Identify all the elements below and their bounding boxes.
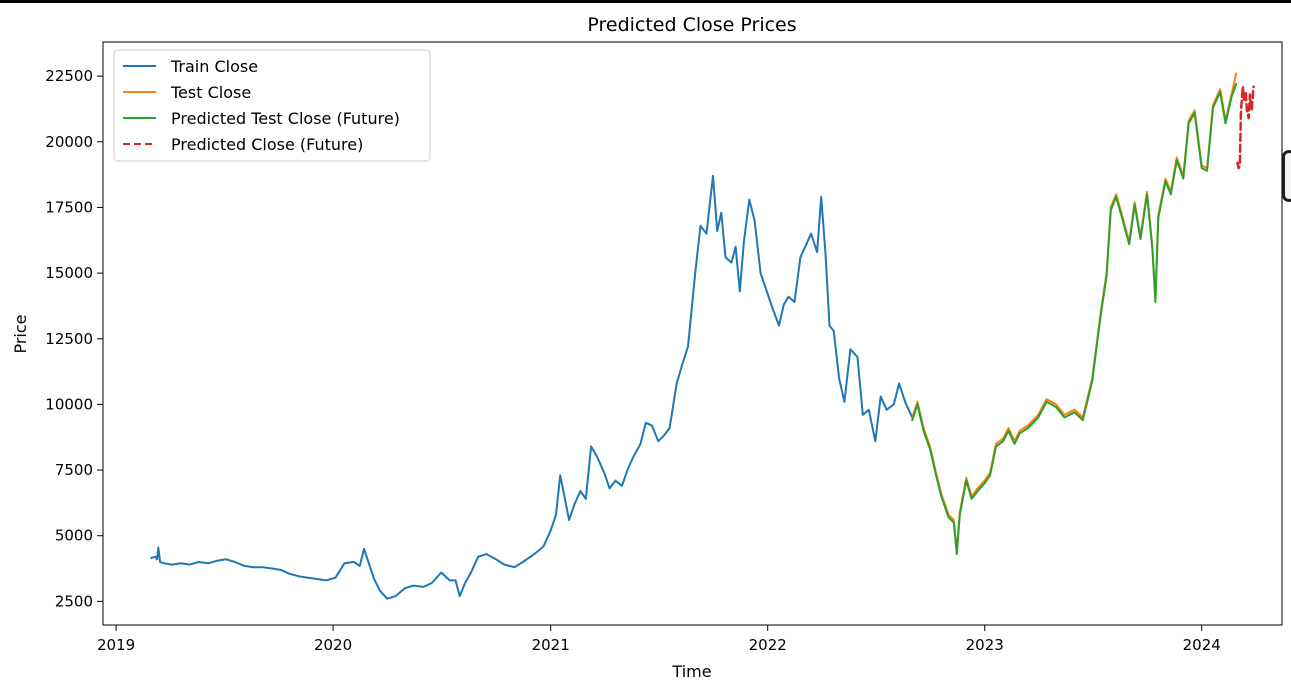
legend: Train Close Test Close Predicted Test Clos… [113, 49, 431, 162]
legend-label-1: Train Close [170, 57, 258, 76]
x-axis-label: Time [671, 662, 711, 681]
x-axis: 2019 2020 2021 2022 2023 2024 [97, 625, 1221, 654]
y-tick-label: 22500 [45, 67, 93, 85]
series-line-2 [911, 72, 1238, 553]
series-line-1 [150, 174, 914, 600]
legend-label-2: Test Close [170, 83, 251, 102]
series-line-3 [911, 83, 1238, 556]
window-edge-handle[interactable] [1282, 150, 1291, 202]
y-tick-label: 5000 [55, 527, 93, 545]
y-axis-label: Price [11, 314, 30, 353]
legend-label-4: Predicted Close (Future) [171, 135, 363, 154]
y-tick-label: 15000 [45, 264, 93, 282]
plot-area [150, 72, 1255, 600]
x-tick-label: 2024 [1183, 636, 1221, 654]
x-tick-label: 2023 [966, 636, 1004, 654]
legend-box [113, 49, 431, 162]
chart-title: Predicted Close Prices [587, 14, 796, 36]
y-tick-label: 7500 [55, 461, 93, 479]
x-tick-label: 2020 [314, 636, 352, 654]
y-tick-label: 10000 [45, 395, 93, 413]
y-tick-label: 17500 [45, 198, 93, 216]
x-tick-label: 2019 [97, 636, 135, 654]
y-tick-label: 20000 [45, 133, 93, 151]
y-tick-label: 2500 [55, 592, 93, 610]
legend-label-3: Predicted Test Close (Future) [171, 109, 400, 128]
top-border [0, 0, 1291, 3]
series-line-4 [1236, 85, 1255, 170]
y-axis: 2500 5000 7500 10000 12500 15000 17500 20000 225… [45, 67, 103, 610]
plot-frame [102, 41, 1283, 626]
x-tick-label: 2022 [749, 636, 787, 654]
x-tick-label: 2021 [532, 636, 570, 654]
y-tick-label: 12500 [45, 330, 93, 348]
